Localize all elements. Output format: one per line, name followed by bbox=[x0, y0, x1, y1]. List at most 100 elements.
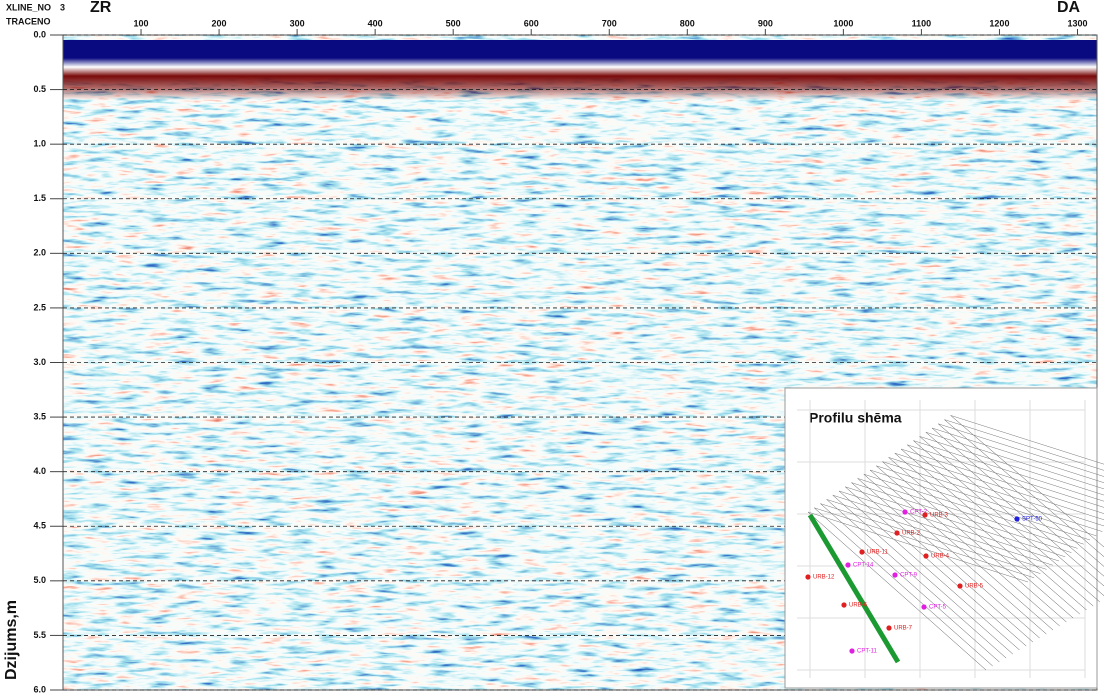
profile-line bbox=[944, 419, 1104, 558]
y-axis-title: Dzijums,m bbox=[3, 600, 20, 680]
y-tick-label: 4.0 bbox=[33, 466, 46, 476]
profile-line bbox=[950, 415, 1104, 465]
profile-line bbox=[851, 482, 1072, 553]
profile-line bbox=[863, 473, 1084, 545]
inset-point bbox=[921, 604, 927, 610]
inset-point-label: URB-11 bbox=[867, 550, 889, 556]
profile-line bbox=[814, 507, 993, 667]
xline-number: 3 bbox=[60, 2, 65, 12]
profile-line bbox=[907, 444, 1104, 508]
x-tick-label: 900 bbox=[758, 18, 773, 28]
y-tick-label: 4.5 bbox=[33, 521, 46, 531]
profile-line bbox=[925, 432, 1104, 587]
y-tick-label: 1.0 bbox=[33, 139, 46, 149]
inset-point-label: URB-4 bbox=[931, 554, 950, 560]
y-tick-label: 3.0 bbox=[33, 357, 46, 367]
profile-line bbox=[907, 444, 1094, 607]
profile-line bbox=[826, 499, 1047, 570]
inset-point bbox=[894, 530, 900, 536]
inset-point-label: CPT-2 bbox=[910, 510, 928, 516]
profile-line bbox=[820, 503, 1041, 574]
inset-point bbox=[886, 625, 892, 631]
x-tick-label: 300 bbox=[290, 18, 305, 28]
y-tick-label: 0.0 bbox=[33, 29, 46, 39]
inset-point-label: URB-3 bbox=[930, 513, 949, 519]
inset-point-label: CPT-14 bbox=[853, 563, 874, 569]
y-tick-label: 0.5 bbox=[33, 84, 46, 94]
x-tick-label: 1200 bbox=[989, 18, 1009, 28]
inset-point bbox=[849, 648, 855, 654]
inset-point-label: URB-2 bbox=[902, 531, 921, 537]
profile-line bbox=[826, 499, 1007, 659]
profile-line bbox=[888, 457, 1104, 527]
profile-line bbox=[944, 419, 1104, 471]
profile-line bbox=[807, 511, 987, 671]
x-tick-label: 400 bbox=[368, 18, 383, 28]
profile-line bbox=[882, 461, 1103, 532]
profile-line bbox=[807, 511, 1029, 583]
inset-point bbox=[841, 602, 847, 608]
inset-point-label: CPT-5 bbox=[929, 605, 947, 611]
inset-point-label: SPT-50 bbox=[1022, 517, 1043, 523]
y-tick-label: 5.5 bbox=[33, 630, 46, 640]
profile-line bbox=[845, 486, 1027, 647]
x-tick-label: 100 bbox=[134, 18, 149, 28]
profile-line bbox=[913, 440, 1101, 603]
profile-line bbox=[950, 415, 1104, 548]
inset-point bbox=[1014, 516, 1020, 522]
x-tick-label: 1000 bbox=[833, 18, 853, 28]
surface-band bbox=[63, 40, 1097, 100]
xline-label: XLINE_NO bbox=[6, 2, 51, 12]
inset-point bbox=[957, 583, 963, 589]
profile-line bbox=[913, 440, 1104, 502]
profile-line bbox=[938, 423, 1104, 567]
inset-point-label: CPT-11 bbox=[857, 649, 878, 655]
profile-line bbox=[869, 469, 1091, 541]
profile-line bbox=[900, 448, 1087, 611]
y-tick-label: 6.0 bbox=[33, 684, 46, 694]
profile-line bbox=[838, 490, 1060, 562]
inset-point-label: URB-6 bbox=[849, 603, 868, 609]
inset-point-label: CPT-9 bbox=[900, 573, 918, 579]
profile-line bbox=[857, 478, 1078, 549]
y-tick-label: 3.5 bbox=[33, 411, 46, 421]
inset-point-label: URB-12 bbox=[813, 575, 835, 581]
inset-frame bbox=[784, 387, 1098, 689]
inset-title: Profilu shēma bbox=[809, 410, 902, 426]
x-tick-label: 800 bbox=[680, 18, 695, 28]
right-direction-label: DA bbox=[1057, 0, 1081, 16]
inset-point bbox=[805, 574, 811, 580]
inset-point bbox=[923, 553, 929, 559]
profile-line bbox=[820, 503, 1000, 663]
x-tick-label: 1100 bbox=[912, 18, 932, 28]
profile-line bbox=[894, 452, 1104, 521]
profile-line bbox=[838, 490, 1020, 651]
inset-point bbox=[892, 572, 898, 578]
inset-point bbox=[902, 509, 908, 515]
inset-point-label: URB-7 bbox=[894, 626, 913, 632]
x-tick-label: 200 bbox=[212, 18, 227, 28]
y-tick-label: 2.5 bbox=[33, 302, 46, 312]
profile-line bbox=[876, 465, 1060, 627]
left-direction-label: ZR bbox=[90, 0, 112, 16]
profile-line bbox=[938, 423, 1104, 477]
inset-profile bbox=[807, 513, 901, 664]
profile-line bbox=[900, 448, 1104, 514]
profile-line bbox=[814, 507, 1035, 579]
profile-line bbox=[888, 457, 1074, 619]
profile-line bbox=[882, 461, 1067, 623]
x-tick-label: 700 bbox=[602, 18, 617, 28]
profile-line bbox=[931, 427, 1104, 577]
profile-line bbox=[863, 474, 1047, 635]
profile-line bbox=[876, 465, 1097, 537]
inset-point-label: URB-5 bbox=[965, 584, 984, 590]
x-tick-label: 600 bbox=[524, 18, 539, 28]
profile-line bbox=[851, 482, 1034, 643]
inset-map: Profilu shēma CPT-2 URB-3 URB-2 SPT-50 URB-1… bbox=[784, 387, 1104, 689]
profile-line bbox=[869, 469, 1054, 631]
inset-point bbox=[859, 549, 865, 555]
y-tick-label: 1.5 bbox=[33, 193, 46, 203]
inset-point bbox=[845, 562, 851, 568]
profile-line bbox=[832, 494, 1053, 566]
x-tick-label: 1300 bbox=[1067, 18, 1087, 28]
